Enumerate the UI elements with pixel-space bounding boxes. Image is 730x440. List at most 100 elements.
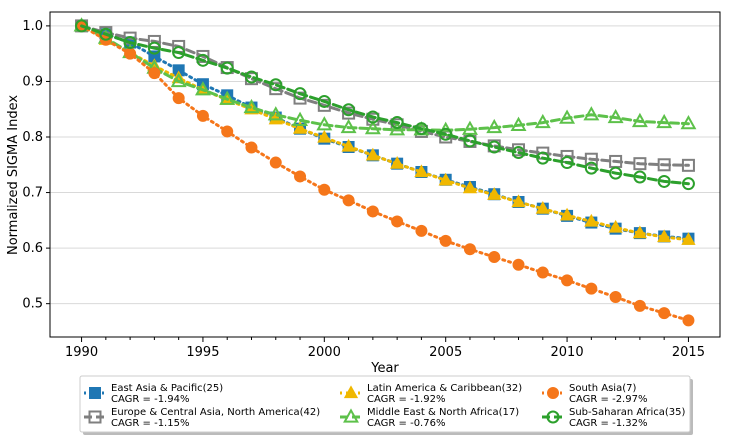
data-point <box>170 72 187 88</box>
x-tick-label: 1990 <box>65 345 98 360</box>
data-point <box>194 81 211 96</box>
data-point <box>487 187 502 200</box>
data-point <box>220 61 234 75</box>
data-point <box>680 115 697 130</box>
series-line <box>80 24 690 241</box>
data-point <box>584 152 598 166</box>
data-point <box>439 234 452 247</box>
data-point <box>244 70 258 84</box>
data-point <box>389 121 406 136</box>
data-point <box>294 170 307 183</box>
legend-label: Latin America & Caribbean(32) <box>367 383 522 394</box>
data-point <box>462 180 478 194</box>
data-point <box>196 49 210 63</box>
data-point <box>124 47 137 60</box>
data-point <box>267 106 284 121</box>
y-tick-label: 0.6 <box>22 241 43 256</box>
x-tick-label: 2000 <box>308 345 341 360</box>
data-point <box>559 109 576 124</box>
x-axis: 1990 1995 2000 2005 2010 2015 <box>65 337 705 360</box>
data-point <box>681 232 696 245</box>
data-point <box>607 108 624 124</box>
legend-label: Europe & Central Asia, North America(42) <box>111 407 320 418</box>
data-point <box>631 112 648 128</box>
data-point <box>632 225 648 239</box>
data-point <box>657 174 671 188</box>
data-point <box>439 127 453 141</box>
series-6 <box>75 19 695 191</box>
legend-cagr: CAGR = -1.92% <box>367 394 445 405</box>
data-point <box>147 41 161 55</box>
series-5 <box>75 19 695 327</box>
data-point <box>364 120 381 135</box>
data-point <box>461 120 478 135</box>
data-point <box>245 141 258 154</box>
legend-cagr: CAGR = -1.94% <box>111 394 189 405</box>
data-point <box>366 110 380 124</box>
data-point <box>342 103 356 117</box>
y-axis: 0.5 0.6 0.7 0.8 0.9 1.0 <box>22 19 50 312</box>
data-point <box>292 121 308 134</box>
data-point <box>341 138 356 152</box>
data-point <box>390 116 404 130</box>
legend-cagr: CAGR = -1.15% <box>111 418 189 429</box>
legend-marker <box>88 410 102 424</box>
data-point <box>510 116 527 131</box>
data-point <box>633 170 647 184</box>
data-point <box>438 172 453 186</box>
data-point <box>559 207 575 221</box>
y-axis-title: Normalized SIGMA Index <box>6 95 21 255</box>
data-point <box>366 205 379 218</box>
plot-frame <box>49 11 721 338</box>
data-point <box>293 87 307 101</box>
data-point <box>172 92 185 105</box>
legend-item: Middle East & North Africa(17)CAGR = -0.… <box>340 407 519 429</box>
data-point <box>609 291 622 303</box>
series-1 <box>75 19 695 245</box>
data-point <box>536 151 550 165</box>
x-axis-title: Year <box>370 361 399 376</box>
data-point <box>633 157 647 171</box>
data-point <box>390 156 405 169</box>
data-point <box>682 314 695 327</box>
data-point <box>487 140 501 154</box>
y-tick-label: 0.5 <box>22 297 43 312</box>
data-point <box>584 161 598 175</box>
data-point <box>561 274 574 287</box>
data-point <box>365 147 380 161</box>
y-tick-label: 0.9 <box>22 74 43 89</box>
data-point <box>292 111 309 126</box>
data-point <box>681 177 695 191</box>
data-point <box>583 106 600 121</box>
legend-label: East Asia & Pacific(25) <box>111 383 223 394</box>
data-point <box>656 113 673 129</box>
series-line <box>80 24 690 186</box>
data-point <box>219 90 236 105</box>
data-point <box>75 19 89 33</box>
data-point <box>221 125 234 138</box>
data-point <box>536 266 549 279</box>
data-point <box>488 251 501 263</box>
data-point <box>609 166 623 180</box>
legend: East Asia & Pacific(25)CAGR = -1.94% Euro… <box>79 375 693 435</box>
series-line <box>80 24 690 242</box>
y-tick-label: 1.0 <box>22 19 43 34</box>
legend-marker <box>89 387 101 399</box>
legend-marker <box>546 410 560 424</box>
series-3 <box>74 18 696 245</box>
legend-label: Sub-Saharan Africa(35) <box>569 407 685 418</box>
data-point <box>633 299 646 312</box>
y-tick-label: 0.7 <box>22 186 43 201</box>
series-4 <box>73 17 697 136</box>
data-point <box>512 258 525 271</box>
legend-box <box>79 375 691 433</box>
legend-item: Europe & Central Asia, North America(42)… <box>84 407 320 429</box>
x-tick-label: 2015 <box>672 345 705 360</box>
legend-marker <box>547 387 559 399</box>
data-point <box>99 27 113 41</box>
data-point <box>342 194 355 207</box>
data-point <box>340 118 357 134</box>
data-point <box>512 146 526 160</box>
series-layer <box>73 17 697 327</box>
